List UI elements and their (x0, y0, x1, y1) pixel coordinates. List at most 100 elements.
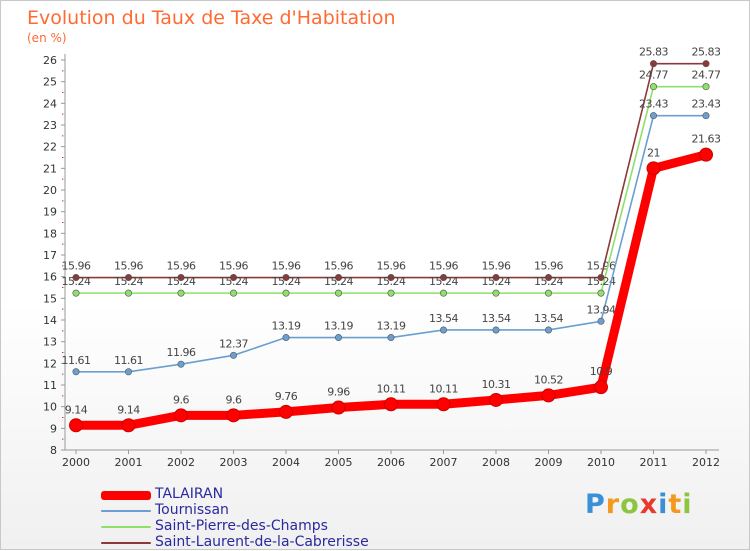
y-tick-label: 24 (43, 97, 57, 110)
legend-swatch (101, 542, 151, 544)
data-point (282, 274, 290, 282)
y-tick-label: 12 (43, 357, 57, 370)
data-label: 24.77 (639, 69, 668, 82)
series-line (75, 62, 707, 279)
data-label: 23.43 (692, 98, 721, 111)
data-label: 15.24 (62, 275, 91, 288)
data-point (230, 351, 238, 359)
data-point (699, 147, 713, 162)
y-tick-label: 15 (43, 292, 57, 305)
data-label: 13.54 (534, 312, 563, 325)
data-label: 13.94 (587, 303, 616, 316)
x-tick-label: 2005 (325, 456, 353, 469)
data-label: 15.96 (324, 260, 353, 273)
y-tick-label: 13 (43, 336, 57, 349)
y-tick-label: 21 (43, 162, 57, 175)
data-point (387, 274, 395, 282)
legend-label: Tournissan (155, 502, 229, 518)
data-label: 21 (647, 146, 660, 159)
data-label: 12.37 (219, 337, 248, 350)
data-label: 15.96 (272, 260, 301, 273)
data-point (282, 334, 290, 342)
data-label: 15.96 (587, 260, 616, 273)
proxiti-logo: Proxiti (585, 489, 693, 520)
data-label: 10.52 (534, 373, 563, 386)
x-tick-label: 2004 (272, 456, 300, 469)
data-point (72, 274, 80, 282)
x-tick-label: 2010 (587, 456, 615, 469)
data-point (177, 289, 185, 297)
data-point (125, 274, 133, 282)
data-point (594, 380, 608, 395)
x-tick-label: 2011 (640, 456, 668, 469)
data-point (69, 418, 83, 433)
x-tick-label: 2001 (115, 456, 143, 469)
data-point (597, 289, 605, 297)
data-point (177, 274, 185, 282)
data-label: 15.24 (167, 275, 196, 288)
data-point (279, 404, 293, 419)
logo-letter: r (605, 489, 621, 520)
data-point (439, 326, 447, 334)
data-label: 13.54 (482, 312, 511, 325)
logo-letter: i (658, 489, 669, 520)
y-tick-label: 23 (43, 119, 57, 132)
data-label: 15.24 (482, 275, 511, 288)
data-label: 9.96 (327, 386, 350, 399)
data-point (492, 289, 500, 297)
logo-letter: x (639, 489, 659, 520)
data-label: 15.24 (534, 275, 563, 288)
data-point (439, 289, 447, 297)
y-tick-label: 10 (43, 401, 57, 414)
data-point (72, 368, 80, 376)
data-point (541, 388, 556, 403)
data-point (492, 326, 500, 334)
data-label: 15.96 (377, 260, 406, 273)
legend-swatch (101, 510, 151, 512)
data-point (439, 274, 447, 282)
data-label: 15.96 (534, 260, 563, 273)
data-point (649, 112, 657, 120)
data-label: 15.96 (114, 260, 143, 273)
data-label: 13.19 (272, 320, 301, 333)
series-talairan: 9.14 9.14 9.6 9.6 9.76 9.96 10.11 10.11 10.31 10.… (65, 133, 721, 433)
data-point (649, 83, 657, 91)
data-label: 13.54 (429, 312, 458, 325)
data-label: 15.24 (587, 275, 616, 288)
data-label: 15.24 (114, 275, 143, 288)
data-point (702, 112, 710, 120)
data-point (125, 289, 133, 297)
data-label: 10.9 (590, 365, 613, 378)
data-point (230, 274, 238, 282)
x-tick-label: 2006 (377, 456, 405, 469)
data-label: 11.61 (62, 354, 91, 367)
y-tick-label: 14 (43, 314, 57, 327)
data-label: 15.96 (482, 260, 511, 273)
data-label: 15.96 (62, 260, 91, 273)
y-unit-label: (en %) (27, 31, 67, 45)
data-point (649, 60, 657, 68)
data-point (125, 368, 133, 376)
data-label: 9.6 (226, 393, 242, 406)
data-point (544, 274, 552, 282)
data-label: 9.6 (173, 393, 189, 406)
data-point (121, 418, 136, 433)
data-label: 15.24 (324, 275, 353, 288)
data-point (702, 60, 710, 68)
y-tick-label: 25 (43, 76, 57, 89)
data-label: 10.31 (482, 378, 511, 391)
y-tick-label: 16 (43, 271, 57, 284)
y-tick-label: 22 (43, 141, 57, 154)
series-saint-pierre-des-champs: 15.24 15.24 15.24 15.24 15.24 15.24 15.24 15.24… (62, 69, 721, 297)
data-point (177, 360, 185, 368)
chart-title: Evolution du Taux de Taxe d'Habitation (27, 7, 396, 29)
y-tick-label: 18 (43, 227, 57, 240)
series-saint-laurent-de-la-cabrerisse: 15.96 15.96 15.96 15.96 15.96 15.96 15.96 15.96… (62, 46, 721, 282)
logo-letter: i (682, 489, 693, 520)
data-label: 23.43 (639, 98, 668, 111)
data-label: 25.83 (639, 46, 668, 59)
data-label: 15.24 (219, 275, 248, 288)
data-label: 13.19 (377, 320, 406, 333)
x-tick-label: 2009 (535, 456, 563, 469)
